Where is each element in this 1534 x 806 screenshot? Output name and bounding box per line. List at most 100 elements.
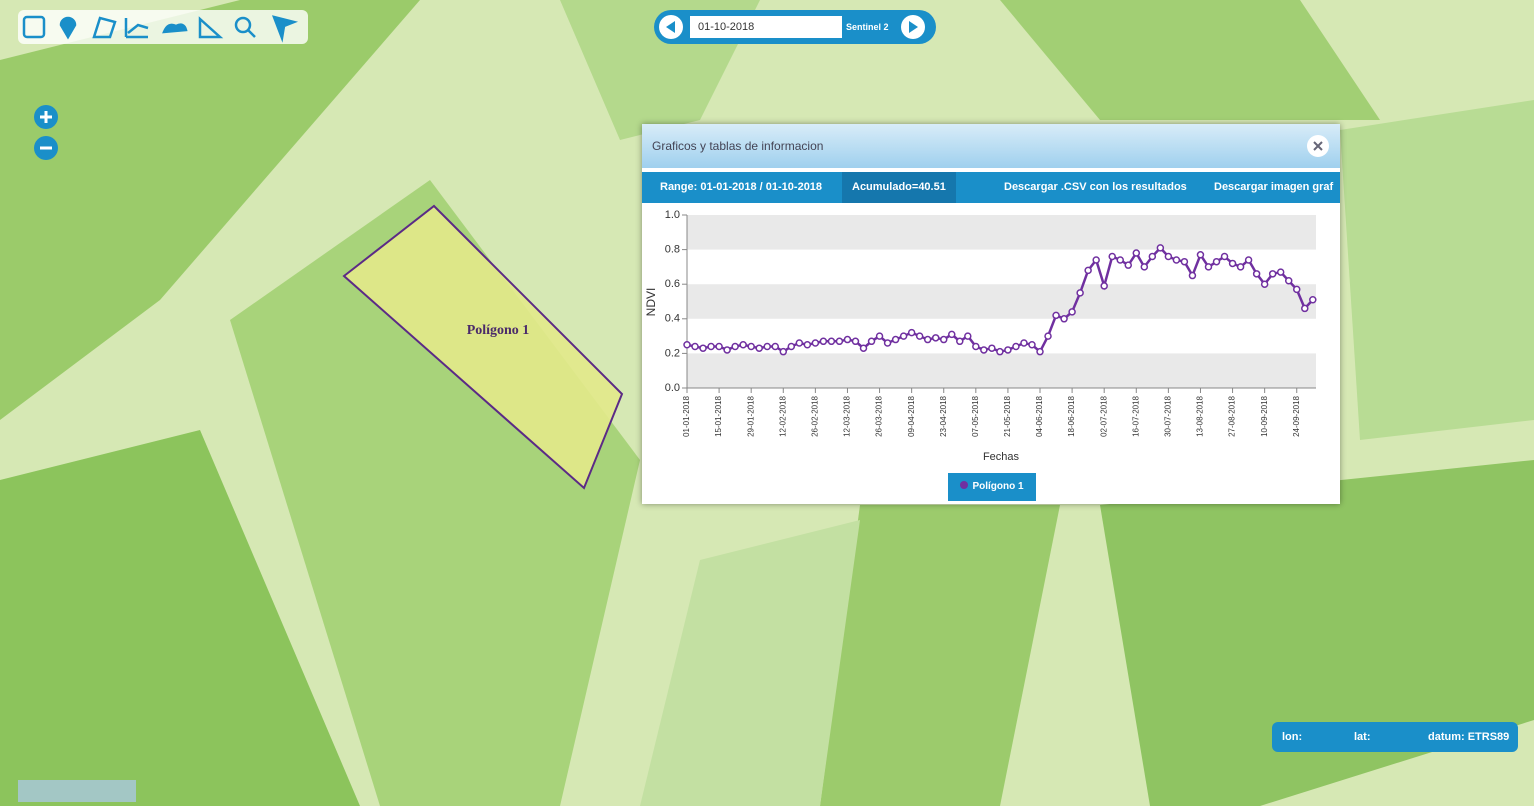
- data-point: [925, 337, 931, 343]
- data-point: [981, 347, 987, 353]
- data-point: [1013, 343, 1019, 349]
- data-point: [917, 333, 923, 339]
- y-tick-label: 0.6: [665, 278, 680, 290]
- data-point: [828, 338, 834, 344]
- data-point: [989, 345, 995, 351]
- data-point: [740, 342, 746, 348]
- data-point: [812, 340, 818, 346]
- data-point: [997, 349, 1003, 355]
- data-point: [1037, 349, 1043, 355]
- data-point: [957, 338, 963, 344]
- x-tick-label: 23-04-2018: [939, 395, 948, 436]
- x-tick-label: 01-01-2018: [682, 395, 691, 436]
- legend-item[interactable]: Polígono 1: [948, 473, 1036, 501]
- data-point: [692, 343, 698, 349]
- data-point: [708, 343, 714, 349]
- data-point: [732, 343, 738, 349]
- y-tick-label: 1.0: [665, 209, 680, 221]
- data-point: [1254, 271, 1260, 277]
- data-point: [724, 347, 730, 353]
- legend-swatch: [960, 481, 968, 489]
- y-tick-label: 0.8: [665, 244, 680, 256]
- x-tick-label: 27-08-2018: [1228, 395, 1237, 436]
- data-point: [1069, 309, 1075, 315]
- data-point: [1093, 257, 1099, 263]
- x-tick-label: 13-08-2018: [1196, 395, 1205, 436]
- x-tick-label: 24-09-2018: [1292, 395, 1301, 436]
- lon-label: lon:: [1282, 722, 1302, 752]
- data-point: [796, 340, 802, 346]
- data-point: [780, 349, 786, 355]
- data-point: [820, 338, 826, 344]
- legend-label: Polígono 1: [972, 481, 1023, 492]
- data-point: [1278, 269, 1284, 275]
- lat-label: lat:: [1354, 722, 1371, 752]
- data-point: [1053, 312, 1059, 318]
- grid-band: [687, 353, 1316, 388]
- data-point: [1061, 316, 1067, 322]
- data-point: [1045, 333, 1051, 339]
- data-point: [684, 342, 690, 348]
- y-tick-label: 0.4: [665, 313, 680, 325]
- data-point: [1077, 290, 1083, 296]
- grid-band: [687, 215, 1316, 250]
- data-point: [1109, 254, 1115, 260]
- x-tick-label: 12-02-2018: [778, 395, 787, 436]
- x-tick-label: 30-07-2018: [1163, 395, 1172, 436]
- data-point: [764, 343, 770, 349]
- data-point: [1286, 278, 1292, 284]
- data-point: [1173, 257, 1179, 263]
- datum-label: datum: ETRS89: [1428, 722, 1509, 752]
- data-point: [756, 345, 762, 351]
- data-point: [844, 337, 850, 343]
- data-point: [877, 333, 883, 339]
- y-tick-label: 0.2: [665, 347, 680, 359]
- data-point: [1246, 257, 1252, 263]
- coordinates-box: lon: lat: datum: ETRS89: [1272, 722, 1518, 752]
- data-point: [1125, 262, 1131, 268]
- data-point: [836, 338, 842, 344]
- chart: NDVI Fechas 0.00.20.40.60.81.001-01-2018…: [0, 0, 1534, 806]
- data-point: [885, 340, 891, 346]
- data-point: [1270, 271, 1276, 277]
- data-point: [949, 331, 955, 337]
- data-point: [1310, 297, 1316, 303]
- x-tick-label: 04-06-2018: [1035, 395, 1044, 436]
- data-point: [716, 343, 722, 349]
- data-point: [1117, 257, 1123, 263]
- x-tick-label: 02-07-2018: [1099, 395, 1108, 436]
- data-point: [893, 337, 899, 343]
- data-point: [788, 343, 794, 349]
- x-axis-label: Fechas: [983, 451, 1020, 463]
- data-point: [1262, 281, 1268, 287]
- data-point: [901, 333, 907, 339]
- data-point: [909, 330, 915, 336]
- x-tick-label: 18-06-2018: [1067, 395, 1076, 436]
- data-point: [1302, 305, 1308, 311]
- data-point: [804, 342, 810, 348]
- data-point: [700, 345, 706, 351]
- x-tick-label: 07-05-2018: [971, 395, 980, 436]
- data-point: [965, 333, 971, 339]
- x-tick-label: 15-01-2018: [714, 395, 723, 436]
- data-point: [1141, 264, 1147, 270]
- data-point: [748, 343, 754, 349]
- data-point: [941, 337, 947, 343]
- data-point: [1222, 254, 1228, 260]
- data-point: [1294, 286, 1300, 292]
- data-point: [1197, 252, 1203, 258]
- scale-bar: [18, 780, 136, 802]
- data-point: [1181, 259, 1187, 265]
- x-tick-label: 16-07-2018: [1131, 395, 1140, 436]
- data-point: [933, 335, 939, 341]
- x-tick-label: 09-04-2018: [907, 395, 916, 436]
- x-tick-label: 29-01-2018: [746, 395, 755, 436]
- x-tick-label: 10-09-2018: [1260, 395, 1269, 436]
- data-point: [1085, 267, 1091, 273]
- y-axis-label: NDVI: [644, 288, 658, 317]
- x-tick-label: 26-02-2018: [810, 395, 819, 436]
- data-point: [1189, 273, 1195, 279]
- data-point: [973, 343, 979, 349]
- x-tick-label: 21-05-2018: [1003, 395, 1012, 436]
- data-point: [1149, 254, 1155, 260]
